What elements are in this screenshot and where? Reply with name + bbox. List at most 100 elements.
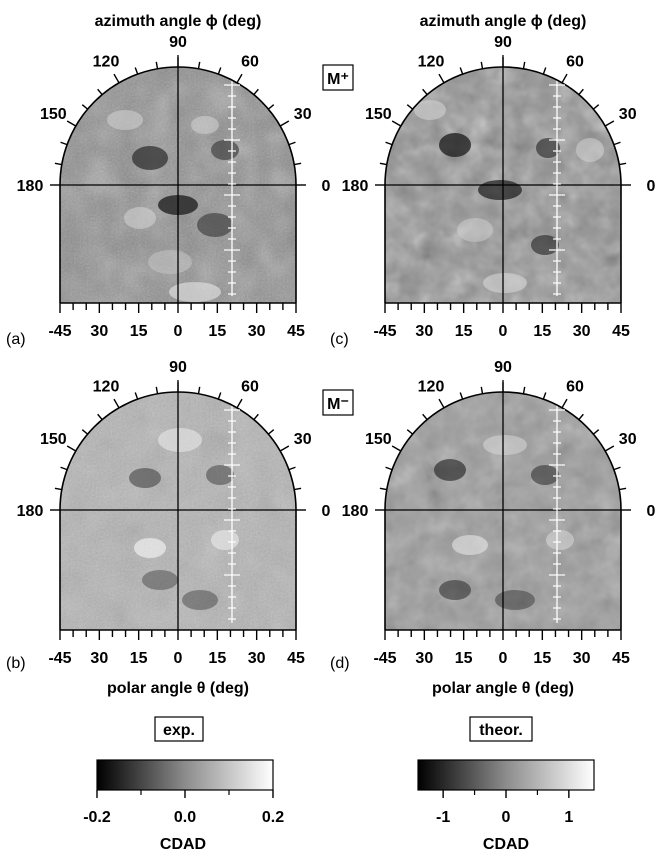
colorbar-tick-label-1-2: 1 (564, 809, 573, 826)
polar-label-a-6: 45 (287, 323, 305, 340)
polar-label-a-3: 0 (174, 323, 183, 340)
panel-b (59, 380, 297, 630)
azimuth-label-d-180: 180 (342, 503, 369, 520)
azimuth-label-c-90: 90 (494, 34, 512, 51)
polar-label-b-3: 0 (174, 650, 183, 667)
tick-layer (50, 57, 631, 640)
polar-label-c-5: 30 (573, 323, 591, 340)
row-label-bottom: M⁻ (327, 396, 349, 413)
polar-label-b-6: 45 (287, 650, 305, 667)
azimuth-label-a-90: 90 (169, 34, 187, 51)
azimuth-label-a-30: 30 (294, 106, 312, 123)
azimuth-label-d-90: 90 (494, 359, 512, 376)
polar-label-d-6: 45 (612, 650, 630, 667)
colorbar-tick-label-0-2: 0.2 (262, 809, 284, 826)
azimuth-tick-b-10 (294, 487, 302, 491)
polar-label-b-5: 30 (248, 650, 266, 667)
colorbar-theor-title: theor. (479, 722, 523, 739)
azimuth-label-c-120: 120 (418, 53, 445, 70)
polar-label-c-3: 0 (499, 323, 508, 340)
azimuth-tick-a-50 (253, 88, 259, 96)
polar-label-a-0: -45 (48, 323, 71, 340)
azimuth-tick-b-150 (66, 445, 77, 452)
azimuth-tick-d-140 (406, 429, 414, 435)
azimuth-label-c-30: 30 (619, 106, 637, 123)
azimuth-label-a-120: 120 (93, 53, 120, 70)
panel-letter-c: (c) (330, 331, 349, 348)
azimuth-label-d-120: 120 (418, 378, 445, 395)
azimuth-tick-c-110 (459, 67, 464, 75)
row-label-top: M⁺ (327, 71, 349, 88)
azimuth-tick-d-150 (391, 445, 402, 452)
azimuth-tick-d-20 (613, 466, 621, 471)
polar-label-b-1: 30 (90, 650, 108, 667)
azimuth-tick-c-40 (592, 104, 600, 110)
azimuth-tick-a-150 (66, 120, 77, 127)
azimuth-tick-a-30 (279, 120, 290, 127)
polar-label-d-2: 15 (455, 650, 473, 667)
polar-label-d-0: -45 (373, 650, 396, 667)
panel-letter-a: (a) (6, 331, 26, 348)
polar-label-d-5: 30 (573, 650, 591, 667)
azimuth-tick-d-110 (459, 392, 464, 400)
azimuth-tick-c-50 (578, 88, 584, 96)
azimuth-tick-d-40 (592, 429, 600, 435)
polar-label-c-4: 15 (533, 323, 551, 340)
row-label-box-bottom (322, 389, 354, 416)
azimuth-label-b-0: 0 (322, 503, 331, 520)
azimuth-tick-c-170 (379, 162, 387, 166)
azimuth-tick-a-100 (155, 61, 159, 69)
azimuth-tick-c-20 (613, 141, 621, 146)
azimuth-label-a-150: 150 (40, 106, 67, 123)
azimuth-label-d-30: 30 (619, 431, 637, 448)
azimuth-label-c-0: 0 (647, 178, 656, 195)
azimuth-tick-d-170 (379, 487, 387, 491)
bottom-axis-label-right: polar angle θ (deg) (432, 680, 574, 697)
top-axis-label-right: azimuth angle ϕ (deg) (420, 13, 587, 30)
azimuth-label-b-30: 30 (294, 431, 312, 448)
colorbar-tick-layer: -0.2 0.0 0.2 -1 0 1 (83, 790, 573, 826)
azimuth-label-d-60: 60 (566, 378, 584, 395)
azimuth-tick-a-70 (217, 67, 222, 75)
azimuth-label-b-120: 120 (93, 378, 120, 395)
polar-label-d-1: 30 (415, 650, 433, 667)
azimuth-label-b-180: 180 (17, 503, 44, 520)
azimuth-tick-c-160 (385, 141, 393, 146)
azimuth-tick-d-70 (542, 392, 547, 400)
azimuth-tick-a-110 (134, 67, 139, 75)
azimuth-label-c-150: 150 (365, 106, 392, 123)
azimuth-tick-b-160 (60, 466, 68, 471)
panel-d (384, 380, 622, 630)
polar-label-a-4: 15 (208, 323, 226, 340)
colorbar-tick-label-1-0: -1 (436, 809, 450, 826)
azimuth-tick-c-140 (406, 104, 414, 110)
azimuth-tick-b-70 (217, 392, 222, 400)
azimuth-label-a-0: 0 (322, 178, 331, 195)
azimuth-tick-b-130 (97, 413, 103, 421)
azimuth-label-c-60: 60 (566, 53, 584, 70)
colorbar-tick-label-1-1: 0 (502, 809, 511, 826)
azimuth-tick-d-10 (619, 487, 627, 491)
bottom-axis-label-left: polar angle θ (deg) (107, 680, 249, 697)
azimuth-tick-b-140 (81, 429, 89, 435)
azimuth-label-d-150: 150 (365, 431, 392, 448)
colorbar-tick-label-0-1: 0.0 (174, 809, 196, 826)
azimuth-tick-b-20 (288, 466, 296, 471)
polar-label-c-2: 15 (455, 323, 473, 340)
azimuth-tick-a-140 (81, 104, 89, 110)
polar-label-a-1: 30 (90, 323, 108, 340)
azimuth-tick-d-50 (578, 413, 584, 421)
azimuth-tick-b-60 (236, 398, 243, 409)
azimuth-tick-c-10 (619, 162, 627, 166)
colorbar-theor-title-box (469, 716, 533, 742)
panel-letter-d: (d) (330, 655, 350, 672)
azimuth-tick-d-80 (522, 386, 526, 394)
azimuth-label-c-180: 180 (342, 178, 369, 195)
panel-c (384, 55, 622, 303)
polar-label-c-6: 45 (612, 323, 630, 340)
azimuth-tick-a-20 (288, 141, 296, 146)
azimuth-tick-c-70 (542, 67, 547, 75)
azimuth-tick-a-60 (236, 73, 243, 84)
azimuth-label-b-150: 150 (40, 431, 67, 448)
